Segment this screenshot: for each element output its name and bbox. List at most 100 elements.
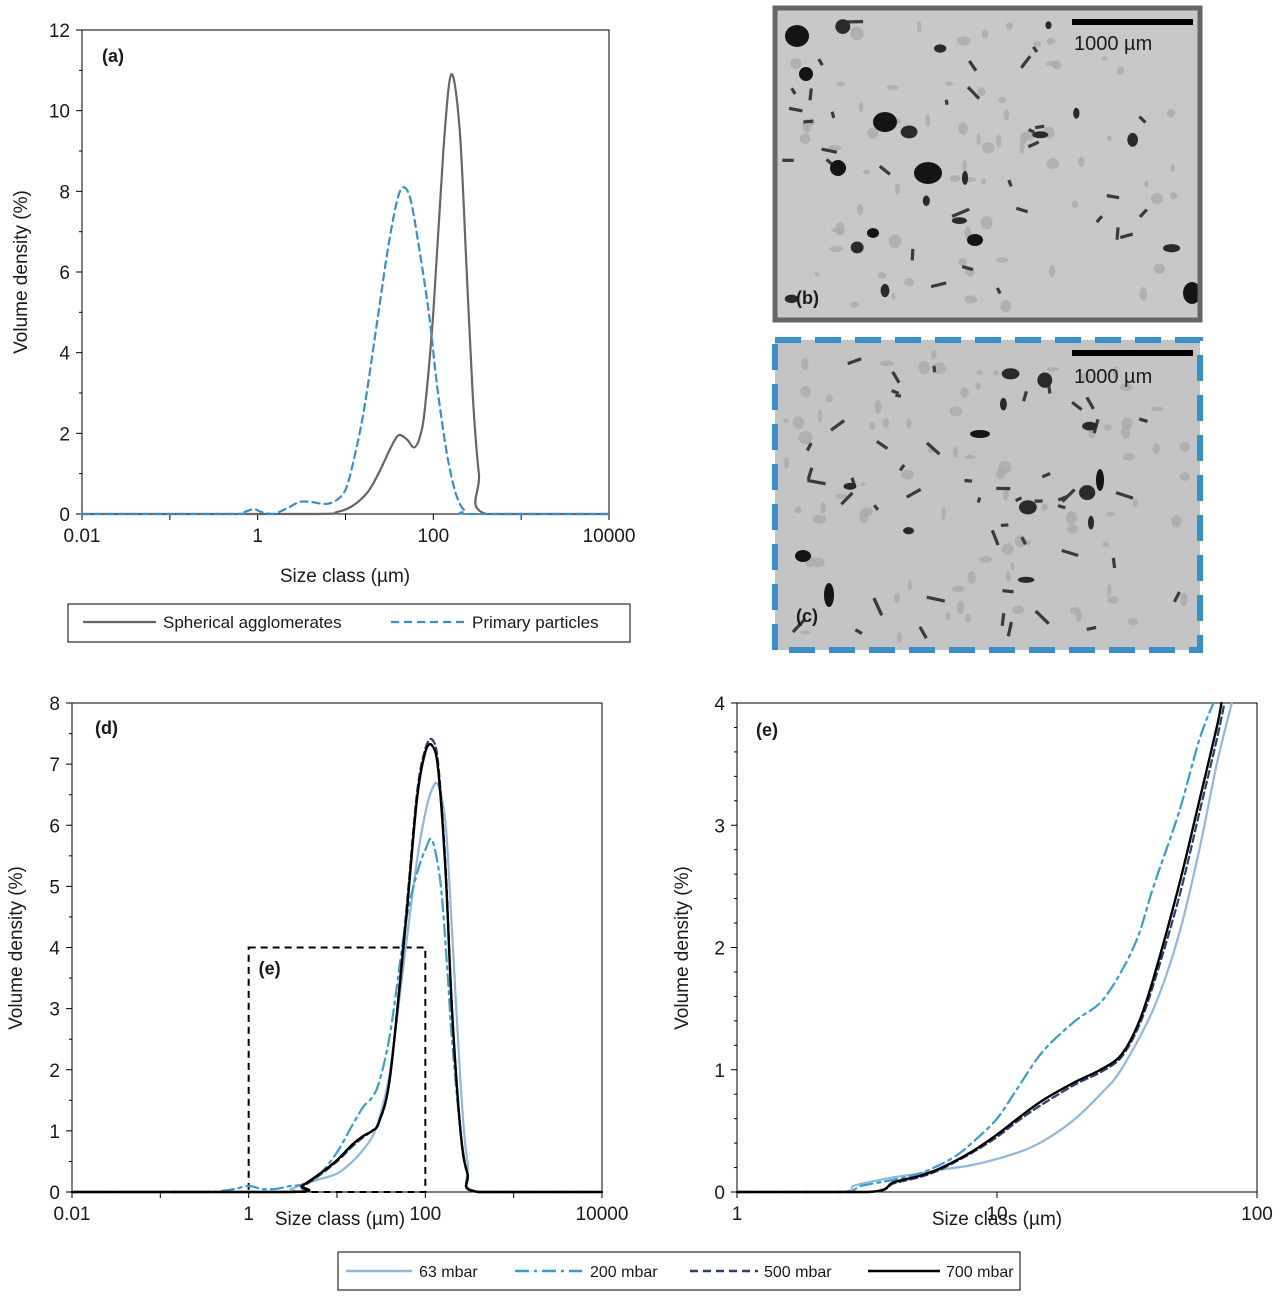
y-tick-label: 1 (714, 1061, 725, 1082)
x-tick-label: 100 (1241, 1204, 1273, 1225)
micrograph-particle (1001, 543, 1014, 555)
micrograph-particle (1005, 571, 1011, 582)
micrograph-particle (900, 125, 918, 139)
micrograph-agglomerate (967, 234, 983, 246)
micrograph-particle (932, 365, 937, 373)
micrograph-particle (803, 119, 814, 124)
micrograph-particle (858, 102, 864, 113)
micrograph-b: 1000 µm (b) (772, 5, 1203, 323)
x-tick-label: 10000 (576, 1204, 629, 1225)
micrograph-particle (1166, 108, 1176, 118)
micrograph-particle (782, 418, 790, 423)
micrograph-particle (958, 257, 968, 267)
micrograph-particle (961, 171, 969, 185)
micrograph-particle (977, 87, 986, 97)
micrograph-agglomerate (799, 67, 813, 81)
micrograph-particle (880, 283, 890, 298)
micrograph-particle (1041, 503, 1048, 511)
y-tick-label: 2 (49, 1061, 60, 1082)
micrograph-particle (1018, 500, 1037, 515)
micrograph-particle (1041, 472, 1051, 479)
x-tick-label: 0.01 (54, 1204, 91, 1225)
micrograph-particle (794, 506, 802, 513)
micrograph-particle (799, 133, 811, 144)
y-tick-label: 1 (49, 1122, 60, 1143)
micrograph-particle (798, 430, 813, 445)
micrograph-b-scale-label: 1000 µm (1074, 33, 1152, 55)
micrograph-particle (944, 99, 949, 105)
micrograph-particle (874, 400, 882, 414)
micrograph-particle (1000, 612, 1006, 626)
micrograph-particle (894, 592, 900, 603)
micrograph-particle (903, 527, 915, 535)
micrograph-particle (1153, 263, 1166, 274)
micrograph-particle (996, 468, 1006, 480)
micrograph-particle (891, 389, 900, 395)
micrograph-particle (877, 272, 887, 279)
micrograph-particle (891, 292, 896, 301)
x-tick-label: 10 (986, 1204, 1007, 1225)
micrograph-c-scale-bar (1072, 350, 1193, 356)
micrograph-particle (882, 418, 890, 428)
y-tick-label: 10 (49, 102, 70, 123)
micrograph-agglomerate (914, 162, 942, 184)
micrograph-particle (1002, 589, 1014, 594)
micrograph-particle (851, 27, 857, 32)
y-tick-label: 0 (59, 505, 70, 526)
micrograph-particle (930, 350, 937, 360)
micrograph-particle (945, 612, 951, 621)
micrograph-particle (886, 84, 899, 91)
series-line-500-mbar (735, 701, 1226, 1194)
micrograph-particle (873, 504, 880, 511)
micrograph-particle (1006, 621, 1013, 637)
micrograph-particle (1071, 200, 1079, 209)
micrograph-particle (1180, 592, 1188, 607)
y-tick-label: 0 (714, 1183, 725, 1204)
micrograph-particle (1000, 523, 1009, 528)
inset-region-box (247, 946, 427, 1193)
micrograph-b-tag: (b) (796, 288, 819, 308)
panel-d-chart: 0.01 1 100 10000 0 1 2 3 4 5 6 7 8 (e) (d) Size clas… (6, 694, 628, 1230)
micrograph-particle (1048, 265, 1056, 278)
panel-d-ylabel: Volume density (%) (6, 866, 27, 1030)
micrograph-particle (1103, 424, 1112, 431)
micrograph-particle (1106, 583, 1112, 597)
micrograph-particle (918, 626, 928, 639)
micrograph-particle (1171, 515, 1182, 528)
micrograph-particle (825, 394, 833, 403)
micrograph-b-scale-bar (1072, 19, 1193, 25)
micrograph-particle (976, 370, 983, 375)
panel-e-plot-area (736, 702, 1258, 1193)
micrograph-particle (960, 387, 969, 398)
micrograph-particle (1034, 499, 1043, 503)
micrograph-particle (980, 216, 993, 230)
micrograph-particle (1014, 496, 1023, 503)
x-tick-label: 1 (252, 526, 263, 547)
micrograph-agglomerate (830, 160, 846, 176)
micrograph-agglomerate (873, 112, 897, 132)
micrograph-c-tag: (c) (796, 606, 818, 626)
micrograph-particle (1119, 232, 1134, 240)
panel-a-tag: (a) (102, 46, 124, 66)
micrograph-particle (1119, 383, 1133, 392)
micrograph-particle (998, 96, 1007, 104)
y-tick-label: 8 (49, 694, 60, 715)
panel-e-tag: (e) (756, 720, 778, 740)
micrograph-particle (880, 360, 894, 367)
micrograph-particle (1115, 227, 1120, 240)
micrograph-agglomerate (1096, 469, 1104, 491)
micrograph-particle (894, 183, 901, 195)
micrograph-particle (1023, 130, 1035, 141)
micrograph-particle (1169, 191, 1178, 200)
micrograph-particle (888, 234, 902, 249)
micrograph-c: 1000 µm (c) (772, 337, 1203, 653)
micrograph-particle (906, 418, 912, 430)
micrograph-particle (907, 579, 912, 591)
panel-d-tag: (d) (95, 718, 118, 738)
micrograph-particle (1034, 609, 1050, 625)
micrograph-particle (788, 106, 803, 113)
micrograph-particle (1122, 453, 1135, 461)
micrograph-particle (916, 21, 922, 33)
micrograph-b-image (775, 8, 1200, 320)
micrograph-particle (1111, 557, 1117, 569)
